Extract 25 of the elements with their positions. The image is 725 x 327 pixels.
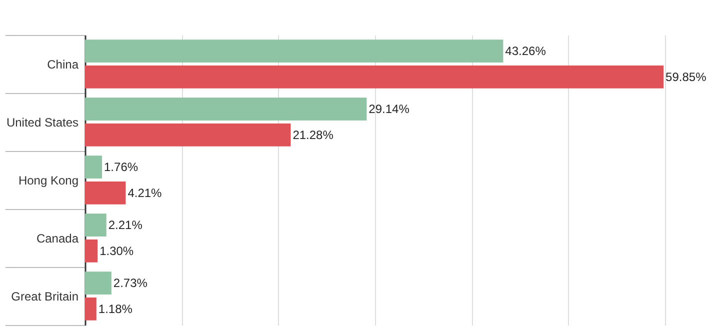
data-label: 29.14%: [368, 102, 410, 116]
bar: [85, 182, 126, 204]
y-tick-label: United States: [6, 116, 78, 130]
data-label: 59.85%: [666, 70, 707, 84]
bar: [85, 214, 106, 236]
y-tick-label: Great Britain: [11, 290, 78, 304]
y-tick-label: Canada: [36, 232, 79, 246]
data-label: 4.21%: [128, 186, 162, 200]
y-tick-label: Hong Kong: [18, 174, 78, 188]
data-label: 1.76%: [104, 160, 138, 174]
bar: [85, 240, 98, 262]
data-label: 2.21%: [108, 218, 143, 232]
data-label: 2.73%: [113, 276, 148, 290]
data-label: 1.30%: [100, 244, 134, 258]
bar: [85, 40, 504, 62]
bar: [85, 66, 664, 88]
data-label: 21.28%: [292, 128, 334, 142]
y-tick-label: China: [47, 58, 79, 72]
bar: [85, 298, 96, 320]
bar: [85, 272, 112, 294]
data-label: 43.26%: [505, 44, 546, 58]
data-label: 1.18%: [98, 302, 133, 316]
bar: [85, 98, 367, 120]
bar: [85, 156, 102, 178]
bar: [85, 124, 291, 146]
